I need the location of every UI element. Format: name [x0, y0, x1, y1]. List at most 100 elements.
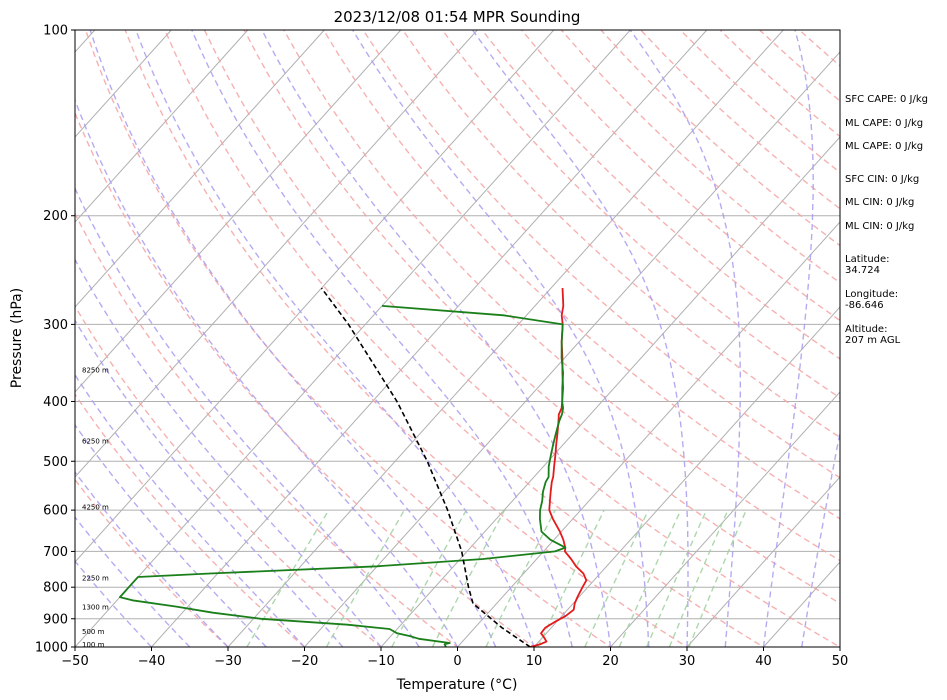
height-labels: 100 m 500 m 1300 m 2250 m 4250 m 6250 m 8250 m — [82, 366, 109, 648]
height-label: 500 m — [82, 628, 105, 636]
moist-adiabat-line — [75, 98, 459, 647]
dry-adiabat-line — [362, 30, 840, 479]
isotherm-line — [686, 476, 840, 647]
y-tick-label: 100 — [43, 24, 68, 39]
chart-title: 2023/12/08 01:54 MPR Sounding — [334, 8, 581, 26]
isotherm-line — [610, 391, 840, 647]
x-tick-label: −10 — [367, 654, 394, 669]
isotherm-line — [533, 306, 840, 647]
dewpoint-profile-line — [119, 305, 567, 647]
moist-adiabat-line — [801, 428, 840, 647]
moist-adiabat-line — [75, 471, 229, 647]
y-tick-label: 900 — [43, 612, 68, 627]
info-panel-line: SFC CAPE: 0 J/kg — [845, 94, 928, 105]
moist-adiabat-line — [191, 30, 573, 647]
x-tick-label: −40 — [138, 654, 165, 669]
x-tick-label: 40 — [755, 654, 772, 669]
mixing-ratio-line — [645, 509, 708, 647]
dry-adiabat-line — [164, 30, 765, 647]
mixing-ratio-line — [246, 509, 330, 647]
moist-adiabat-line — [261, 30, 612, 647]
dry-adiabat-line — [124, 30, 689, 647]
isotherm-line — [380, 136, 840, 647]
x-tick-label: 0 — [453, 654, 461, 669]
dry-adiabat-line — [283, 30, 840, 562]
mixing-ratio-line — [431, 509, 506, 647]
info-panel-line: 207 m AGL — [845, 335, 901, 346]
isotherm-line — [75, 30, 172, 138]
info-panel-line: ML CIN: 0 J/kg — [845, 197, 914, 208]
x-tick-label: 10 — [526, 654, 543, 669]
dry-adiabat-line — [75, 212, 459, 647]
moist-adiabat-line — [75, 423, 267, 647]
x-axis-label: Temperature (°C) — [396, 677, 518, 693]
mixing-ratio-line — [688, 509, 747, 647]
mixing-ratio-line — [584, 509, 650, 647]
info-panel-line: Latitude: — [845, 254, 890, 265]
y-tick-label: 1000 — [35, 641, 68, 656]
moist-adiabat-line — [135, 30, 535, 647]
x-tick-label: −30 — [214, 654, 241, 669]
moist-adiabat-line — [472, 30, 689, 647]
x-tick-label: −50 — [61, 654, 88, 669]
moist-adiabats — [75, 30, 840, 647]
y-tick-label: 300 — [43, 318, 68, 333]
y-axis-ticks: 100 200 300 400 500 600 700 800 900 1000 — [35, 24, 75, 656]
sounding-profiles — [119, 287, 588, 647]
isotherm-line — [75, 30, 402, 393]
x-tick-label: 20 — [602, 654, 619, 669]
isotherm-line — [227, 30, 784, 647]
y-tick-label: 500 — [43, 455, 68, 470]
height-label: 8250 m — [82, 366, 109, 374]
dry-adiabat-line — [521, 30, 840, 322]
isotherm-line — [75, 30, 249, 223]
isotherm-line — [75, 30, 555, 563]
info-panel-line: ML CAPE: 0 J/kg — [845, 118, 923, 129]
height-label: 4250 m — [82, 504, 109, 512]
mixing-ratio-line — [618, 509, 682, 647]
height-label: 1300 m — [82, 603, 109, 611]
moist-adiabat-line — [629, 30, 741, 647]
moist-adiabat-line — [762, 30, 814, 647]
info-panel-line: ML CIN: 0 J/kg — [845, 221, 914, 232]
mixing-ratio-line — [325, 509, 405, 647]
dry-adiabats — [75, 30, 840, 647]
height-label: 6250 m — [82, 438, 109, 446]
isotherm-line — [75, 30, 478, 478]
y-tick-label: 800 — [43, 581, 68, 596]
info-panel-line: SFC CIN: 0 J/kg — [845, 174, 919, 185]
dry-adiabat-line — [75, 478, 230, 647]
dry-adiabat-line — [84, 30, 612, 647]
dry-adiabat-line — [322, 30, 840, 520]
info-panel-line: Longitude: — [845, 289, 898, 300]
moist-adiabat-line — [89, 30, 497, 647]
dry-adiabat-line — [75, 393, 306, 647]
isotherm-line — [304, 51, 840, 647]
moist-adiabat-line — [75, 186, 420, 647]
mixing-ratio-lines — [246, 509, 747, 647]
isotherm-line — [457, 221, 840, 647]
y-tick-label: 400 — [43, 395, 68, 410]
mixing-ratio-line — [537, 509, 605, 647]
moist-adiabat-line — [352, 30, 650, 647]
plot-background — [75, 30, 840, 647]
height-label: 100 m — [82, 641, 105, 649]
x-tick-label: 30 — [679, 654, 696, 669]
mixing-ratio-line — [391, 509, 467, 647]
info-panel: SFC CAPE: 0 J/kg ML CAPE: 0 J/kg ML CAPE: … — [845, 94, 928, 346]
y-axis-label: Pressure (hPa) — [9, 288, 25, 388]
x-axis-ticks: −50 −40 −30 −20 −10 0 10 20 30 40 50 — [61, 647, 848, 669]
mixing-ratio-line — [485, 509, 556, 647]
isotherm-line — [75, 30, 631, 647]
info-panel-line: ML CAPE: 0 J/kg — [845, 141, 923, 152]
isotherm-grid — [75, 30, 840, 647]
height-label: 2250 m — [82, 575, 109, 583]
moist-adiabat-line — [75, 258, 382, 647]
x-tick-label: −20 — [291, 654, 318, 669]
info-panel-line: 34.724 — [845, 265, 880, 276]
info-panel-line: -86.646 — [845, 300, 884, 311]
info-panel-line: Altitude: — [845, 324, 887, 335]
y-tick-label: 200 — [43, 209, 68, 224]
dry-adiabat-line — [402, 30, 840, 439]
